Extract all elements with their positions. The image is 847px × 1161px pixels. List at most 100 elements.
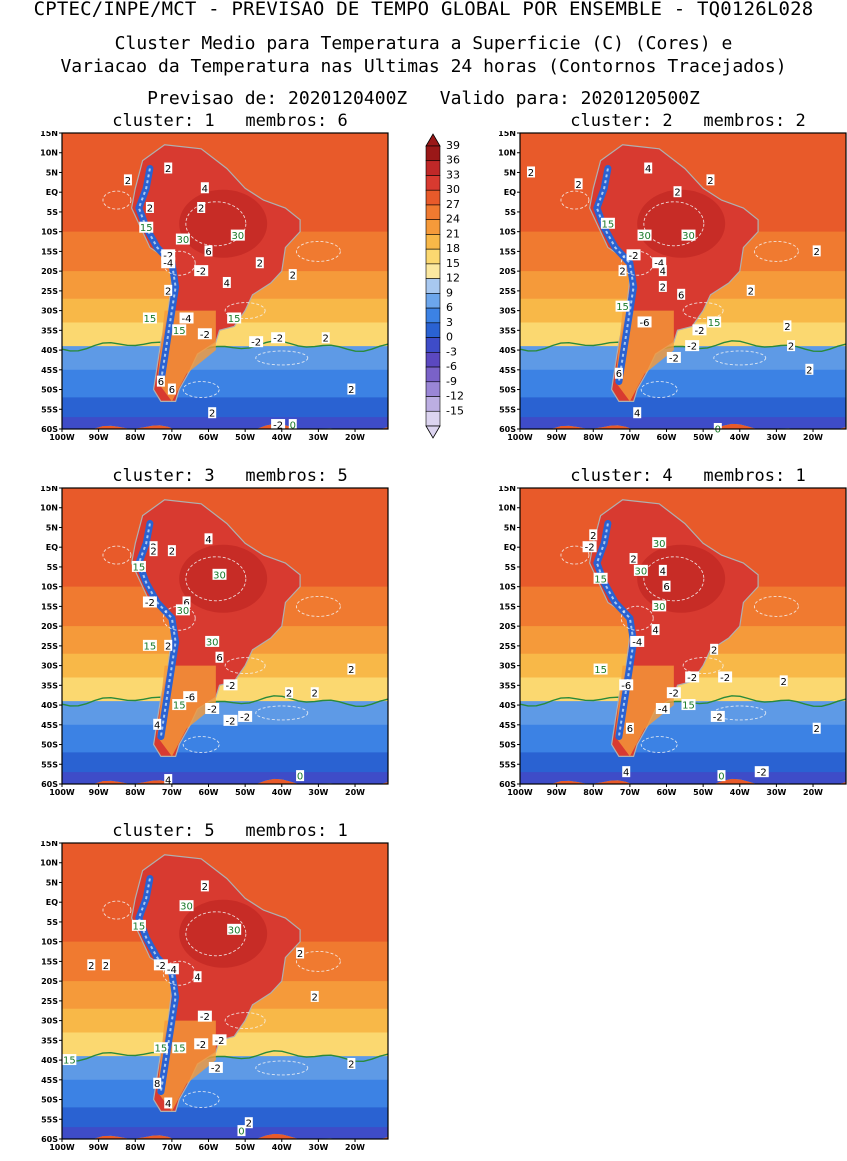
lat-tick-label: 25S [499, 642, 516, 651]
cluster-3-map: 22423015-2630230615-2-615-2-2-244022215N… [40, 486, 389, 797]
contour-label: -2 [207, 705, 217, 716]
lon-tick-label: 30W [308, 788, 328, 797]
forecast-dates: Previsao de: 2020120400Z Valido para: 20… [147, 88, 700, 109]
anomaly-contour [224, 302, 266, 320]
lat-tick-label: EQ [46, 188, 58, 197]
contour-label-box [321, 332, 330, 344]
lon-tick-label: 90W [547, 788, 567, 797]
cluster-5-panel: cluster: 5 membros: 1 2 30 30 15 -2 -4 2 4 2 2 -2-… [20, 821, 389, 1152]
isotherm-15-line [62, 695, 388, 708]
contour-label: -2 [240, 712, 250, 723]
lat-tick-label: 55S [499, 760, 516, 769]
contour-label-box [707, 316, 722, 328]
contour-label: -2 [196, 267, 206, 278]
contour-label: 6 [678, 290, 684, 301]
lon-tick-label: 90W [547, 433, 567, 442]
lat-tick-label: 40S [41, 1056, 58, 1065]
anomaly-contour [640, 736, 678, 753]
contour-label: 0 [297, 772, 303, 783]
cluster-4-title: cluster: 4 membros: 1 [570, 466, 806, 486]
lat-tick-label: 10S [41, 938, 58, 947]
lat-tick-label: 10S [41, 583, 58, 592]
contour-label: 4 [652, 626, 658, 637]
contour-label: 6 [663, 582, 669, 593]
contour-label-box [347, 663, 356, 675]
contour-label-box [526, 166, 535, 178]
colorbar-segment [425, 293, 441, 309]
lon-tick-label: 70W [620, 788, 640, 797]
contour-label-box [779, 675, 788, 687]
lon-tick-label: 60W [199, 433, 219, 442]
contour-label-box [296, 947, 305, 959]
colorbar-level-label: 0 [446, 331, 453, 344]
contour-label-box [149, 545, 158, 557]
contour-label: 30 [177, 606, 190, 617]
lon-tick-label: 90W [89, 433, 109, 442]
contour-label-box [706, 174, 715, 186]
contour-label: 4 [165, 1099, 171, 1110]
contour-label: 6 [627, 724, 633, 735]
contour-label-box [717, 770, 726, 782]
contour-label: 2 [590, 531, 596, 542]
contour-label-box [589, 529, 598, 541]
contour-label: 2 [165, 641, 171, 652]
contour-label-box [633, 564, 648, 576]
hot-core [179, 189, 268, 258]
anomaly-contour [753, 595, 799, 617]
contour-label-box [200, 182, 209, 194]
contour-label: 2 [575, 180, 581, 191]
temperature-field [62, 843, 388, 1139]
contour-label-box [658, 564, 667, 576]
contour-label-box [812, 245, 821, 257]
contour-label-box [614, 367, 623, 379]
contour-label: -2 [669, 689, 679, 700]
contour-label: 2 [169, 547, 175, 558]
contour-label-box [194, 265, 209, 277]
colorbar-segment [425, 160, 441, 176]
contour-label: -4 [182, 314, 192, 325]
contour-label-box [673, 186, 682, 198]
contour-label-box [131, 560, 146, 572]
lat-tick-label: 30S [41, 1017, 58, 1026]
lat-tick-label: 60S [41, 780, 58, 789]
contour-label-box [662, 580, 671, 592]
contour-label: 15 [140, 223, 153, 234]
lon-tick-label: 70W [162, 433, 182, 442]
contour-label: 2 [209, 409, 215, 420]
contour-label-box [619, 679, 634, 691]
lat-tick-label: 15S [499, 247, 516, 256]
anomaly-contour [182, 381, 220, 398]
contour-label: 15 [594, 574, 607, 585]
lon-tick-label: 30W [308, 1143, 328, 1152]
lat-tick-label: 5S [47, 563, 59, 572]
anomaly-contour [182, 736, 220, 753]
colorbar-segment [425, 234, 441, 250]
contour-label-box [296, 770, 305, 782]
cluster-2-panel: cluster: 2 membros: 2 2 2 4 2 2 15 30 30 -2 -4 4 2 2… [478, 111, 847, 442]
temperature-field [520, 133, 846, 429]
lon-tick-label: 20W [803, 788, 823, 797]
contour-label-box [179, 900, 194, 912]
contour-label-box [139, 221, 154, 233]
lon-tick-label: 100W [507, 433, 533, 442]
contour-label-box [208, 407, 217, 419]
lat-tick-label: 30S [41, 662, 58, 671]
contour-label-box [718, 671, 733, 683]
lon-tick-label: 70W [620, 433, 640, 442]
anomaly-contour [102, 190, 132, 210]
lat-tick-label: EQ [504, 188, 516, 197]
lon-tick-label: 100W [49, 788, 75, 797]
contour-label-box [164, 284, 173, 296]
contour-label-box [652, 537, 667, 549]
contour-label-box [182, 596, 191, 608]
contour-label: 15 [594, 665, 607, 676]
lat-tick-label: 40S [41, 701, 58, 710]
lon-tick-label: 80W [125, 788, 145, 797]
anomaly-contour [753, 240, 799, 262]
contour-label-box [175, 604, 190, 616]
anomaly-contour [182, 1091, 220, 1108]
lat-tick-label: 30S [499, 662, 516, 671]
lat-tick-label: EQ [46, 543, 58, 552]
contour-label-box [746, 284, 755, 296]
